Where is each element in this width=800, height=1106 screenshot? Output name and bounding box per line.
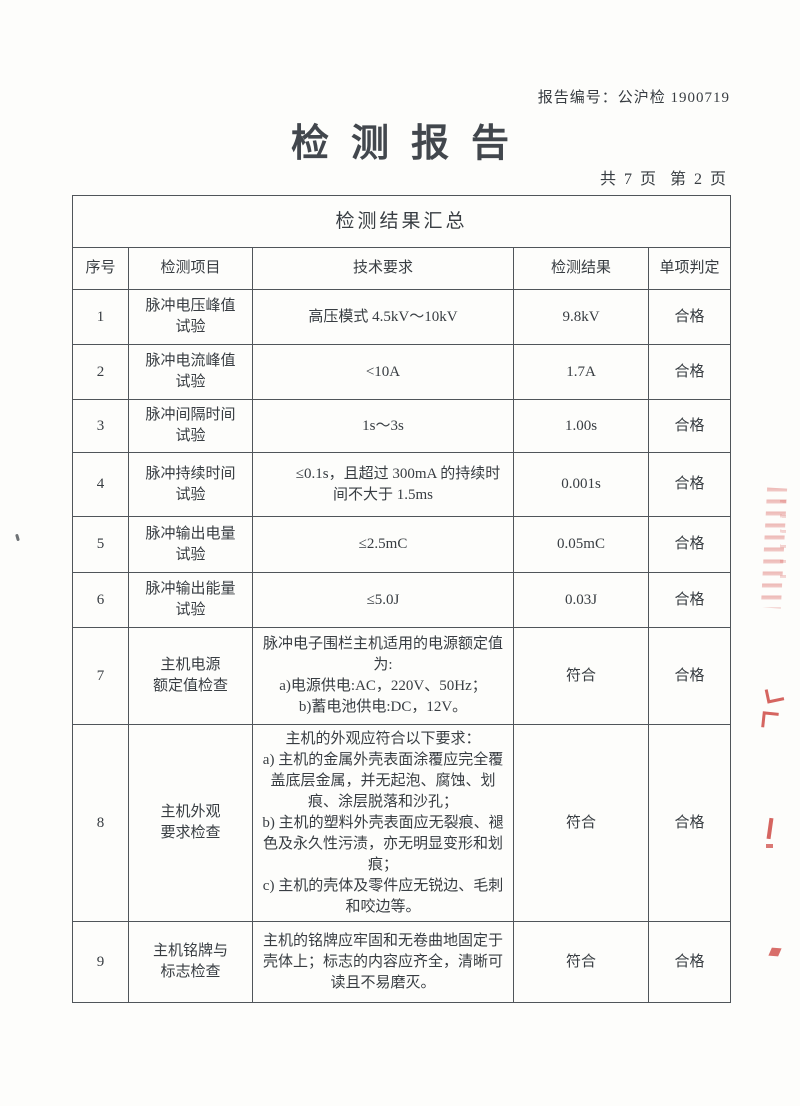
cell-tech: 主机的外观应符合以下要求： a) 主机的金属外壳表面涂覆应完全覆盖底层金属，并无… [252, 724, 514, 922]
col-header-verdict: 单项判定 [647, 247, 732, 290]
cell-tech: ≤5.0J [252, 572, 514, 628]
cell-verdict: 合格 [647, 724, 732, 922]
col-header-item: 检测项目 [128, 247, 253, 290]
table-row: 1 脉冲电压峰值 试验 高压模式 4.5kV～10kV 9.8kV 合格 [72, 289, 732, 345]
cell-verdict: 合格 [647, 921, 732, 1003]
cell-item: 脉冲电压峰值 试验 [128, 289, 253, 345]
cell-result: 0.03J [513, 572, 649, 628]
col-header-no: 序号 [72, 247, 129, 290]
cell-result: 9.8kV [513, 289, 649, 345]
cell-item: 脉冲电流峰值 试验 [128, 344, 253, 400]
report-number: 报告编号：公沪检 1900719 [537, 90, 730, 106]
table-row: 2 脉冲电流峰值 试验 <10A 1.7A 合格 [72, 344, 732, 400]
table-row: 7 主机电源 额定值检查 脉冲电子围栏主机适用的电源额定值为: a)电源供电:A… [72, 627, 732, 725]
red-stamp-fragment [766, 844, 773, 848]
red-stamp-fragment [760, 487, 788, 609]
table-row: 8 主机外观 要求检查 主机的外观应符合以下要求： a) 主机的金属外壳表面涂覆… [72, 724, 732, 922]
cell-tech: ≤2.5mC [252, 516, 514, 573]
table-row: 5 脉冲输出电量 试验 ≤2.5mC 0.05mC 合格 [72, 516, 732, 573]
cell-item: 主机外观 要求检查 [128, 724, 253, 922]
table-row: 9 主机铭牌与 标志检查 主机的铭牌应牢固和无卷曲地固定于壳体上；标志的内容应齐… [72, 921, 732, 1003]
cell-result: 0.05mC [513, 516, 649, 573]
cell-result: 符合 [513, 724, 649, 922]
cell-no: 9 [72, 921, 129, 1003]
cell-item: 脉冲输出电量 试验 [128, 516, 253, 573]
cell-item: 脉冲输出能量 试验 [128, 572, 253, 628]
cell-verdict: 合格 [647, 452, 732, 517]
cell-item: 脉冲持续时间 试验 [128, 452, 253, 517]
cell-no: 2 [72, 344, 129, 400]
cell-result: 符合 [513, 627, 649, 725]
cell-verdict: 合格 [647, 572, 732, 628]
cell-verdict: 合格 [647, 516, 732, 573]
cell-item: 主机电源 额定值检查 [128, 627, 253, 725]
table-row: 4 脉冲持续时间 试验 ≤0.1s，且超过 300mA 的持续时间不大于 1.5… [72, 452, 732, 517]
table-caption: 检测结果汇总 [71, 195, 732, 248]
cell-no: 8 [72, 724, 129, 922]
scan-speck [15, 533, 20, 542]
cell-result: 符合 [513, 921, 649, 1003]
cell-verdict: 合格 [647, 344, 732, 400]
cell-no: 4 [72, 452, 129, 517]
red-stamp-fragment [780, 500, 786, 590]
cell-item: 脉冲间隔时间 试验 [128, 399, 253, 453]
red-stamp-fragment [768, 947, 782, 957]
cell-no: 3 [72, 399, 129, 453]
cell-tech: <10A [252, 344, 514, 400]
cell-tech: 脉冲电子围栏主机适用的电源额定值为: a)电源供电:AC，220V、50Hz； … [252, 627, 514, 725]
cell-tech: 1s～3s [252, 399, 514, 453]
page-title: 检测报告 [290, 123, 531, 165]
cell-item: 主机铭牌与 标志检查 [128, 921, 253, 1003]
col-header-result: 检测结果 [513, 247, 649, 290]
cell-result: 1.7A [513, 344, 649, 400]
cell-verdict: 合格 [647, 627, 732, 725]
red-stamp-fragment [764, 686, 785, 704]
col-header-tech: 技术要求 [252, 247, 514, 290]
cell-tech: ≤0.1s，且超过 300mA 的持续时间不大于 1.5ms [252, 452, 514, 517]
table-row: 6 脉冲输出能量 试验 ≤5.0J 0.03J 合格 [72, 572, 732, 628]
cell-no: 7 [72, 627, 129, 725]
cell-no: 1 [72, 289, 129, 345]
table-header-row: 序号 检测项目 技术要求 检测结果 单项判定 [72, 247, 732, 290]
red-stamp-fragment [766, 817, 774, 840]
cell-tech: 高压模式 4.5kV～10kV [252, 289, 514, 345]
cell-tech: 主机的铭牌应牢固和无卷曲地固定于壳体上；标志的内容应齐全，清晰可读且不易磨灭。 [252, 921, 514, 1003]
table-row: 3 脉冲间隔时间 试验 1s～3s 1.00s 合格 [72, 399, 732, 453]
red-stamp-fragment [761, 711, 779, 729]
cell-no: 5 [72, 516, 129, 573]
cell-result: 0.001s [513, 452, 649, 517]
cell-result: 1.00s [513, 399, 649, 453]
results-table: 检测结果汇总 序号 检测项目 技术要求 检测结果 单项判定 1 脉冲电压峰值 试… [71, 195, 732, 1003]
cell-verdict: 合格 [647, 399, 732, 453]
table-caption-row: 检测结果汇总 [71, 195, 732, 248]
cell-no: 6 [72, 572, 129, 628]
page-number-info: 共 7 页 第 2 页 [599, 171, 728, 188]
cell-verdict: 合格 [647, 289, 732, 345]
